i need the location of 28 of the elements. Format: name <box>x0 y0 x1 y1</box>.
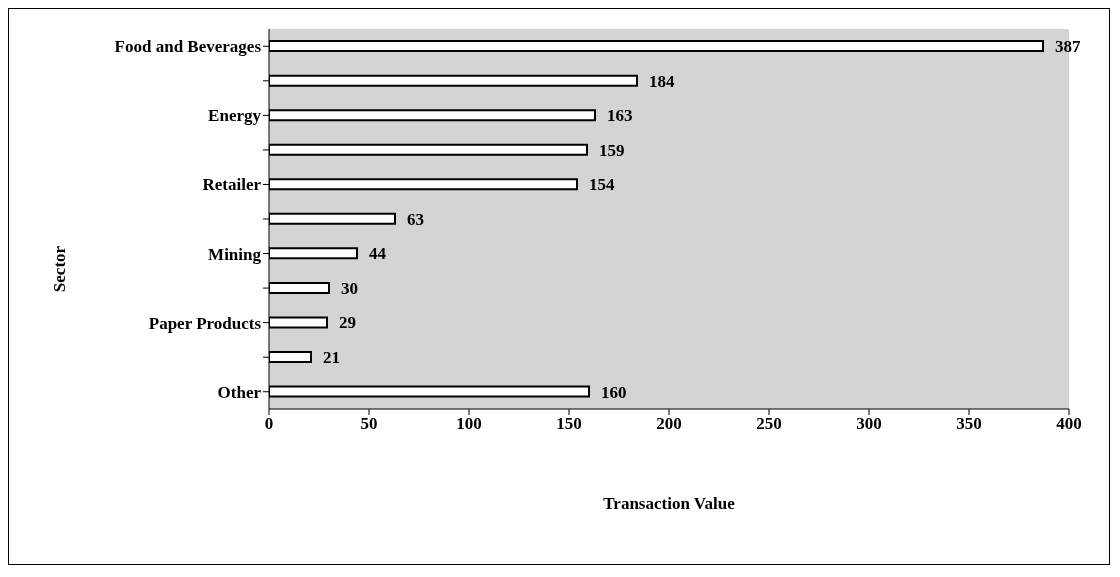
x-tick-label: 250 <box>756 414 782 434</box>
data-label: 21 <box>323 348 340 368</box>
data-label: 63 <box>407 209 424 229</box>
y-axis-title: Sector <box>50 245 71 293</box>
data-label: 30 <box>341 278 358 298</box>
x-tick-label: 300 <box>856 414 882 434</box>
y-tick-label: Energy <box>208 106 262 126</box>
y-tick-label: Other <box>217 382 262 402</box>
data-label: 29 <box>339 313 356 333</box>
x-tick-label: 50 <box>360 414 378 434</box>
x-tick-label: 150 <box>556 414 582 434</box>
x-tick-label: 100 <box>456 414 482 434</box>
data-label: 44 <box>369 244 387 264</box>
data-label: 154 <box>589 175 615 195</box>
data-label: 163 <box>607 106 633 126</box>
y-tick-label: Food and Beverages <box>114 37 262 57</box>
x-tick-label: 0 <box>264 414 274 434</box>
x-tick-label: 400 <box>1056 414 1082 434</box>
data-label: 184 <box>649 71 675 91</box>
y-tick-label: Retailer <box>202 175 262 195</box>
data-label: 159 <box>599 140 625 160</box>
x-tick-label: 200 <box>656 414 682 434</box>
x-axis-title: Transaction Value <box>602 494 736 514</box>
y-tick-label: Paper Products <box>148 313 262 333</box>
data-label: 387 <box>1055 37 1081 57</box>
y-tick-label: Mining <box>208 244 262 264</box>
x-tick-label: 350 <box>956 414 982 434</box>
data-label: 160 <box>601 382 627 402</box>
